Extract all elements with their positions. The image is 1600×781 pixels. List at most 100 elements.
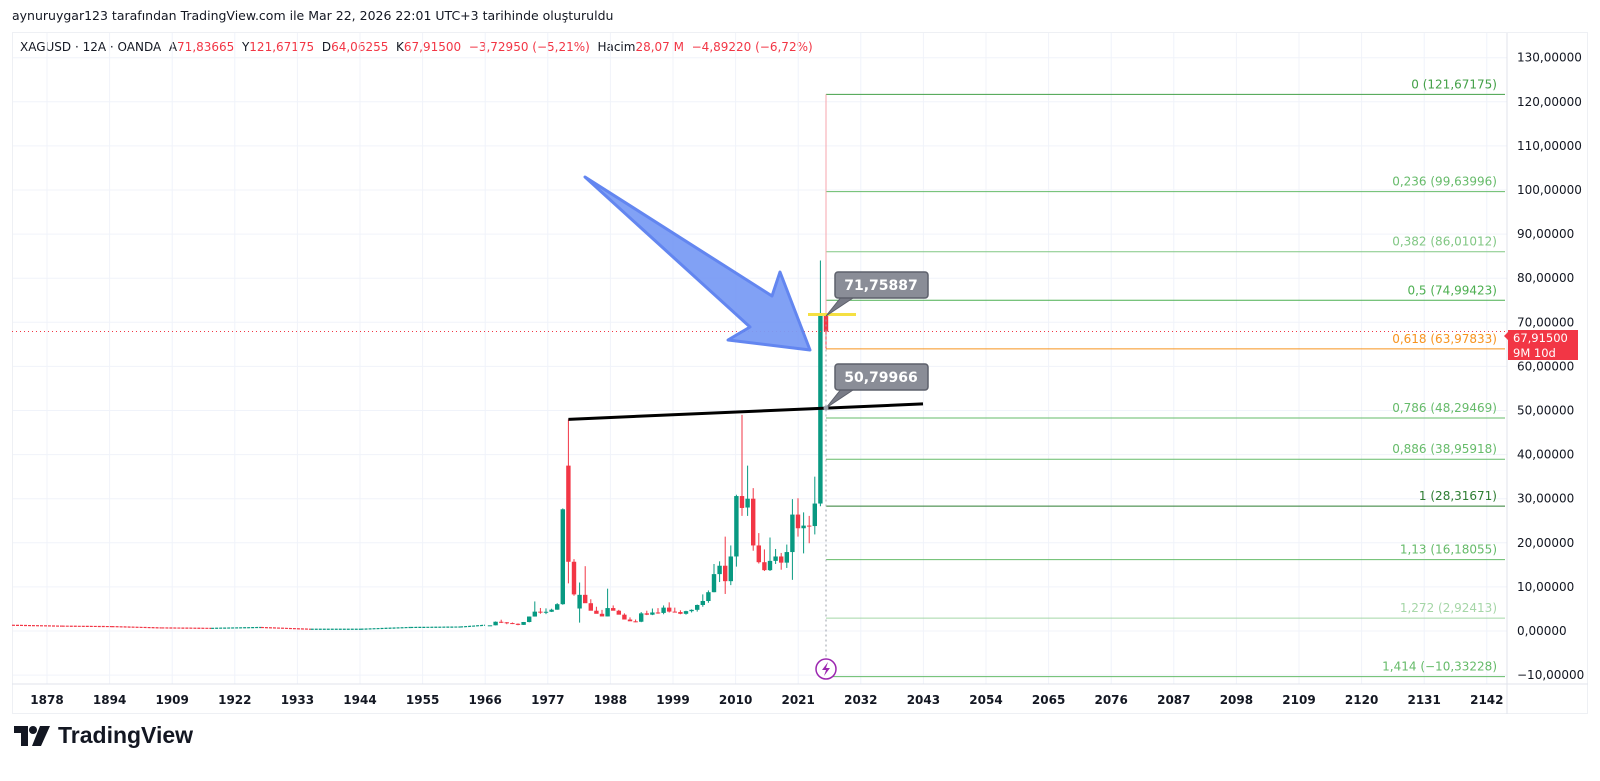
y-tick-label: −10,00000 <box>1517 668 1584 682</box>
candle-body <box>538 611 543 613</box>
y-tick-label: 70,00000 <box>1517 315 1574 329</box>
callout-upper[interactable]: 71,75887 <box>825 271 929 317</box>
x-tick-label: 1944 <box>343 693 376 707</box>
early-price-segment <box>111 625 162 629</box>
tradingview-logo-icon <box>14 725 50 746</box>
x-tick-label: 2076 <box>1094 693 1127 707</box>
y-tick-label: 50,00000 <box>1517 404 1574 418</box>
fib-level-label: 0,382 (86,01012) <box>1392 235 1497 249</box>
candle-body <box>583 594 588 604</box>
candle-body <box>767 560 773 571</box>
candle-body <box>683 611 689 614</box>
y-tick-label: 80,00000 <box>1517 271 1574 285</box>
price-axis[interactable]: 130,00000 120,00000 110,00000 100,00000 90,0… <box>1517 51 1584 682</box>
candle-2001 <box>683 610 689 615</box>
y-tick-label: 0,00000 <box>1517 624 1567 638</box>
candle-body <box>689 609 694 612</box>
high-value: 121,67175 <box>249 40 315 54</box>
candle-1986 <box>599 609 605 617</box>
candle-body <box>504 622 509 624</box>
candle-1997 <box>661 605 666 615</box>
x-tick-label: 2054 <box>969 693 1002 707</box>
candle-1995 <box>650 608 655 616</box>
candle-body <box>734 496 739 557</box>
candle-1998 <box>667 602 672 613</box>
candle-2007 <box>717 561 722 583</box>
candle-2016 <box>767 537 773 572</box>
tradingview-logo-text: TradingView <box>58 722 194 748</box>
candle-1988 <box>611 605 616 611</box>
candle-1966 <box>487 625 493 627</box>
fib-retracement[interactable]: 0 (121,67175) 0,236 (99,63996) 0,382 (86,0… <box>826 77 1505 678</box>
candle-2010 <box>734 494 739 567</box>
change-value: −3,72950 (−5,21%) <box>468 40 590 54</box>
candle-body <box>695 604 700 610</box>
candle-1999 <box>672 607 677 613</box>
candle-body <box>521 622 526 625</box>
candle-body <box>543 611 549 613</box>
fib-level-label: 1,272 (2,92413) <box>1400 601 1497 615</box>
fib-level-label: 0 (121,67175) <box>1411 77 1497 91</box>
x-tick-label: 2087 <box>1157 693 1190 707</box>
symbol-name[interactable]: XAGUSD · 12A · OANDA <box>20 40 162 54</box>
candle-1967 <box>493 621 498 626</box>
candle-1977 <box>549 608 554 613</box>
tradingview-logo[interactable]: TradingView <box>14 722 193 749</box>
x-tick-label: 2021 <box>781 693 814 707</box>
low-label: D <box>321 40 332 54</box>
price-tag-countdown: 9M 10d <box>1513 346 1556 360</box>
high-label: Y <box>241 40 250 54</box>
candle-body <box>493 621 498 626</box>
lightning-icon[interactable] <box>815 658 837 680</box>
x-tick-label: 1922 <box>218 693 251 707</box>
candle-2014 <box>756 533 761 564</box>
close-value: 67,91500 <box>403 40 462 54</box>
candle-body <box>627 619 633 622</box>
candle-body <box>812 503 817 527</box>
x-tick-label: 1894 <box>93 693 126 707</box>
x-tick-label: 2098 <box>1220 693 1253 707</box>
candle-1973 <box>527 616 532 623</box>
candle-2013 <box>751 488 756 551</box>
candle-body <box>723 565 728 582</box>
candle-1996 <box>655 608 661 614</box>
candle-2018 <box>779 552 784 570</box>
candle-body <box>650 612 655 615</box>
candle-body <box>745 498 750 508</box>
candle-body <box>717 565 722 575</box>
blue-arrow-annotation[interactable] <box>583 175 812 352</box>
candle-body <box>555 604 560 610</box>
candle-2011 <box>739 414 745 516</box>
x-tick-label: 1999 <box>656 693 689 707</box>
candle-2017 <box>773 548 778 564</box>
candle-1981 <box>571 559 577 596</box>
callout-lower[interactable]: 50,79966 <box>823 363 929 411</box>
fib-level-label: 1,13 (16,18055) <box>1400 543 1497 557</box>
fib-level-label: 1 (28,31671) <box>1419 489 1497 503</box>
candle-body <box>577 594 582 609</box>
candle-body <box>588 603 593 611</box>
symbol-legend: XAGUSD · 12A · OANDA A71,83665 Y121,6717… <box>20 40 813 54</box>
candle-1974 <box>532 601 537 617</box>
candle-1989 <box>616 609 621 615</box>
trend-line[interactable] <box>568 402 924 421</box>
fib-level-label: 0,236 (99,63996) <box>1392 175 1497 189</box>
candle-body <box>566 465 571 562</box>
x-tick-label: 2131 <box>1407 693 1440 707</box>
candle-2012 <box>745 465 750 516</box>
chart-frame <box>12 32 1588 714</box>
open-value: 71,83665 <box>177 40 235 54</box>
y-tick-label: 120,00000 <box>1517 95 1582 109</box>
candle-body <box>795 514 801 529</box>
candle-body <box>706 592 711 602</box>
early-price-segment <box>211 626 261 629</box>
y-tick-label: 60,00000 <box>1517 359 1574 373</box>
y-tick-label: 100,00000 <box>1517 183 1582 197</box>
candle-body <box>549 609 554 612</box>
x-tick-label: 2010 <box>719 693 752 707</box>
candle-body <box>571 561 577 595</box>
candle-body <box>499 621 504 623</box>
time-axis[interactable]: 1878 1894 1909 1922 1933 1944 1955 1966 1977 1988… <box>30 693 1503 707</box>
candle-2024 <box>812 476 817 535</box>
